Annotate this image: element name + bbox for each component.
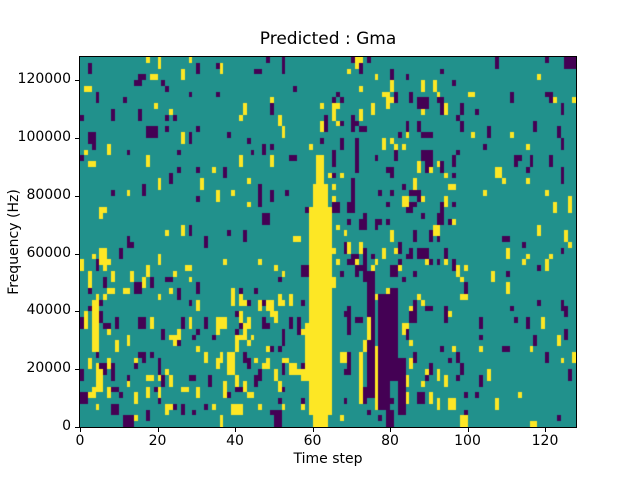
y-tick-label: 0 xyxy=(62,418,71,434)
x-tick-label: 60 xyxy=(303,433,322,449)
x-tick-mark xyxy=(80,428,81,432)
y-axis-label: Frequency (Hz) xyxy=(6,189,22,295)
chart-title: Predicted : Gma xyxy=(259,29,397,49)
x-tick-mark xyxy=(235,428,236,432)
y-tick-mark xyxy=(75,369,79,371)
x-tick-mark xyxy=(157,428,159,432)
y-tick-mark xyxy=(75,311,79,313)
y-tick-mark xyxy=(75,80,79,82)
y-tick-mark xyxy=(75,137,79,139)
y-tick-mark xyxy=(75,253,79,255)
y-tick-label: 100000 xyxy=(17,128,71,145)
x-axis-label: Time step xyxy=(293,451,363,467)
y-tick-mark xyxy=(75,195,79,197)
x-tick-label: 0 xyxy=(75,433,85,449)
heatmap-canvas xyxy=(79,56,577,428)
x-tick-label: 40 xyxy=(226,433,244,449)
y-tick-mark xyxy=(75,427,79,428)
x-tick-label: 120 xyxy=(531,433,559,449)
y-tick-label: 120000 xyxy=(17,71,71,88)
y-tick-label: 40000 xyxy=(26,302,71,319)
x-tick-mark xyxy=(467,428,469,432)
x-tick-mark xyxy=(545,428,546,432)
y-tick-label: 80000 xyxy=(26,186,71,203)
x-tick-label: 100 xyxy=(454,433,481,449)
x-tick-mark xyxy=(390,428,391,432)
y-tick-label: 60000 xyxy=(26,244,71,261)
x-tick-mark xyxy=(312,428,314,432)
x-tick-label: 80 xyxy=(381,433,399,449)
x-tick-label: 20 xyxy=(148,433,167,449)
y-tick-label: 20000 xyxy=(26,360,71,377)
